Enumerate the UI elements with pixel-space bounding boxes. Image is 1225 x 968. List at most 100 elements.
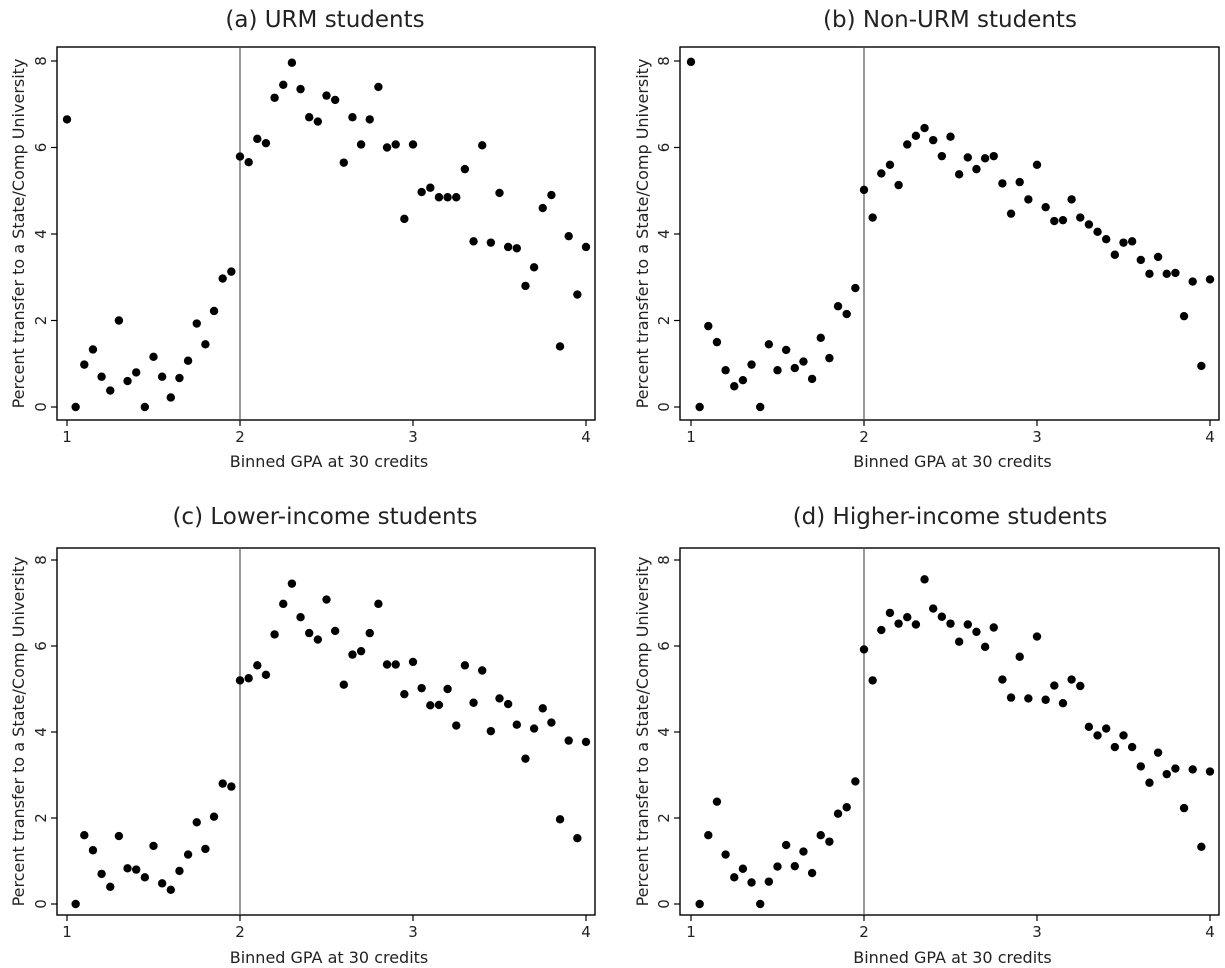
data-point — [1076, 681, 1085, 691]
data-point — [1032, 160, 1042, 169]
data-point — [1162, 769, 1171, 779]
data-point — [547, 718, 556, 727]
data-point — [764, 877, 774, 886]
data-point — [730, 382, 739, 391]
data-point — [296, 84, 305, 94]
data-point — [201, 340, 210, 349]
data-point — [365, 628, 374, 638]
data-point — [322, 91, 331, 100]
chart-panel-4: (d) Higher-income students 1 2 3 4 0 2 4 6 8 Binne… — [633, 504, 1220, 967]
data-point — [400, 214, 409, 224]
data-point — [287, 58, 297, 67]
data-point — [478, 141, 487, 150]
data-point — [503, 242, 513, 252]
data-point — [460, 661, 470, 670]
data-point — [989, 151, 998, 161]
y-axis-label: Percent transfer to a State/Comp Univers… — [633, 557, 652, 907]
data-point — [106, 386, 115, 395]
data-point — [140, 873, 150, 882]
data-point — [339, 680, 348, 689]
data-point — [426, 701, 435, 710]
data-point — [261, 138, 271, 148]
data-point — [426, 183, 435, 192]
data-point — [71, 402, 80, 412]
data-point — [885, 608, 895, 618]
data-point — [157, 372, 167, 381]
data-point — [183, 356, 193, 365]
data-point — [1006, 209, 1016, 218]
data-point — [929, 135, 938, 145]
data-point — [132, 368, 141, 377]
data-points — [62, 58, 591, 412]
data-point — [1067, 675, 1076, 684]
data-point — [1188, 765, 1197, 774]
data-point — [538, 704, 547, 713]
panel-title: (b) Non-URM students — [823, 7, 1077, 33]
data-point — [712, 797, 722, 806]
data-point — [218, 779, 227, 788]
data-point — [434, 193, 444, 202]
data-point — [998, 179, 1007, 188]
data-point — [1093, 227, 1102, 237]
data-point — [686, 57, 696, 67]
data-point — [538, 203, 547, 213]
data-point — [166, 393, 175, 402]
data-point — [365, 115, 374, 124]
data-point — [296, 612, 305, 622]
data-point — [495, 694, 504, 703]
y-tick-label: 0 — [655, 402, 673, 412]
data-point — [747, 878, 756, 887]
data-point — [842, 309, 851, 319]
x-tick-label: 2 — [859, 428, 869, 446]
data-point — [894, 180, 903, 190]
data-point — [62, 115, 72, 124]
data-point — [946, 132, 955, 141]
data-point — [330, 626, 340, 636]
x-tick-label: 4 — [1205, 923, 1215, 941]
data-point — [555, 342, 565, 351]
data-point — [1032, 632, 1042, 641]
data-point — [773, 862, 782, 871]
data-point — [1205, 767, 1215, 776]
data-point — [573, 290, 582, 299]
x-tick-label: 4 — [581, 923, 591, 941]
data-point — [235, 152, 245, 161]
data-point — [408, 140, 418, 149]
data-point — [88, 846, 98, 855]
data-point — [1179, 311, 1189, 321]
data-point — [261, 670, 271, 680]
data-point — [929, 604, 938, 613]
data-point — [764, 340, 774, 349]
data-point — [175, 866, 184, 876]
data-point — [452, 721, 461, 730]
data-point — [529, 724, 539, 733]
data-point — [391, 660, 400, 669]
data-point — [374, 82, 383, 92]
data-point — [175, 373, 184, 383]
data-point — [911, 131, 921, 141]
data-point — [1171, 268, 1180, 278]
data-point — [339, 158, 348, 167]
data-point — [721, 366, 730, 375]
data-point — [946, 619, 955, 628]
data-point — [1179, 803, 1189, 813]
data-point — [704, 321, 713, 331]
data-point — [209, 812, 219, 821]
data-point — [747, 360, 756, 369]
data-points — [695, 575, 1215, 909]
data-point — [877, 169, 886, 178]
data-point — [305, 628, 314, 638]
data-point — [799, 357, 808, 366]
x-tick-label: 3 — [1032, 428, 1042, 446]
data-point — [920, 123, 929, 133]
data-point — [911, 620, 921, 629]
data-point — [478, 666, 487, 675]
data-point — [1145, 269, 1154, 278]
data-point — [868, 676, 877, 685]
data-point — [555, 815, 565, 824]
data-point — [235, 676, 245, 685]
data-point — [547, 190, 556, 200]
x-tick-label: 3 — [408, 923, 418, 941]
data-point — [894, 619, 903, 628]
data-point — [1145, 778, 1154, 787]
